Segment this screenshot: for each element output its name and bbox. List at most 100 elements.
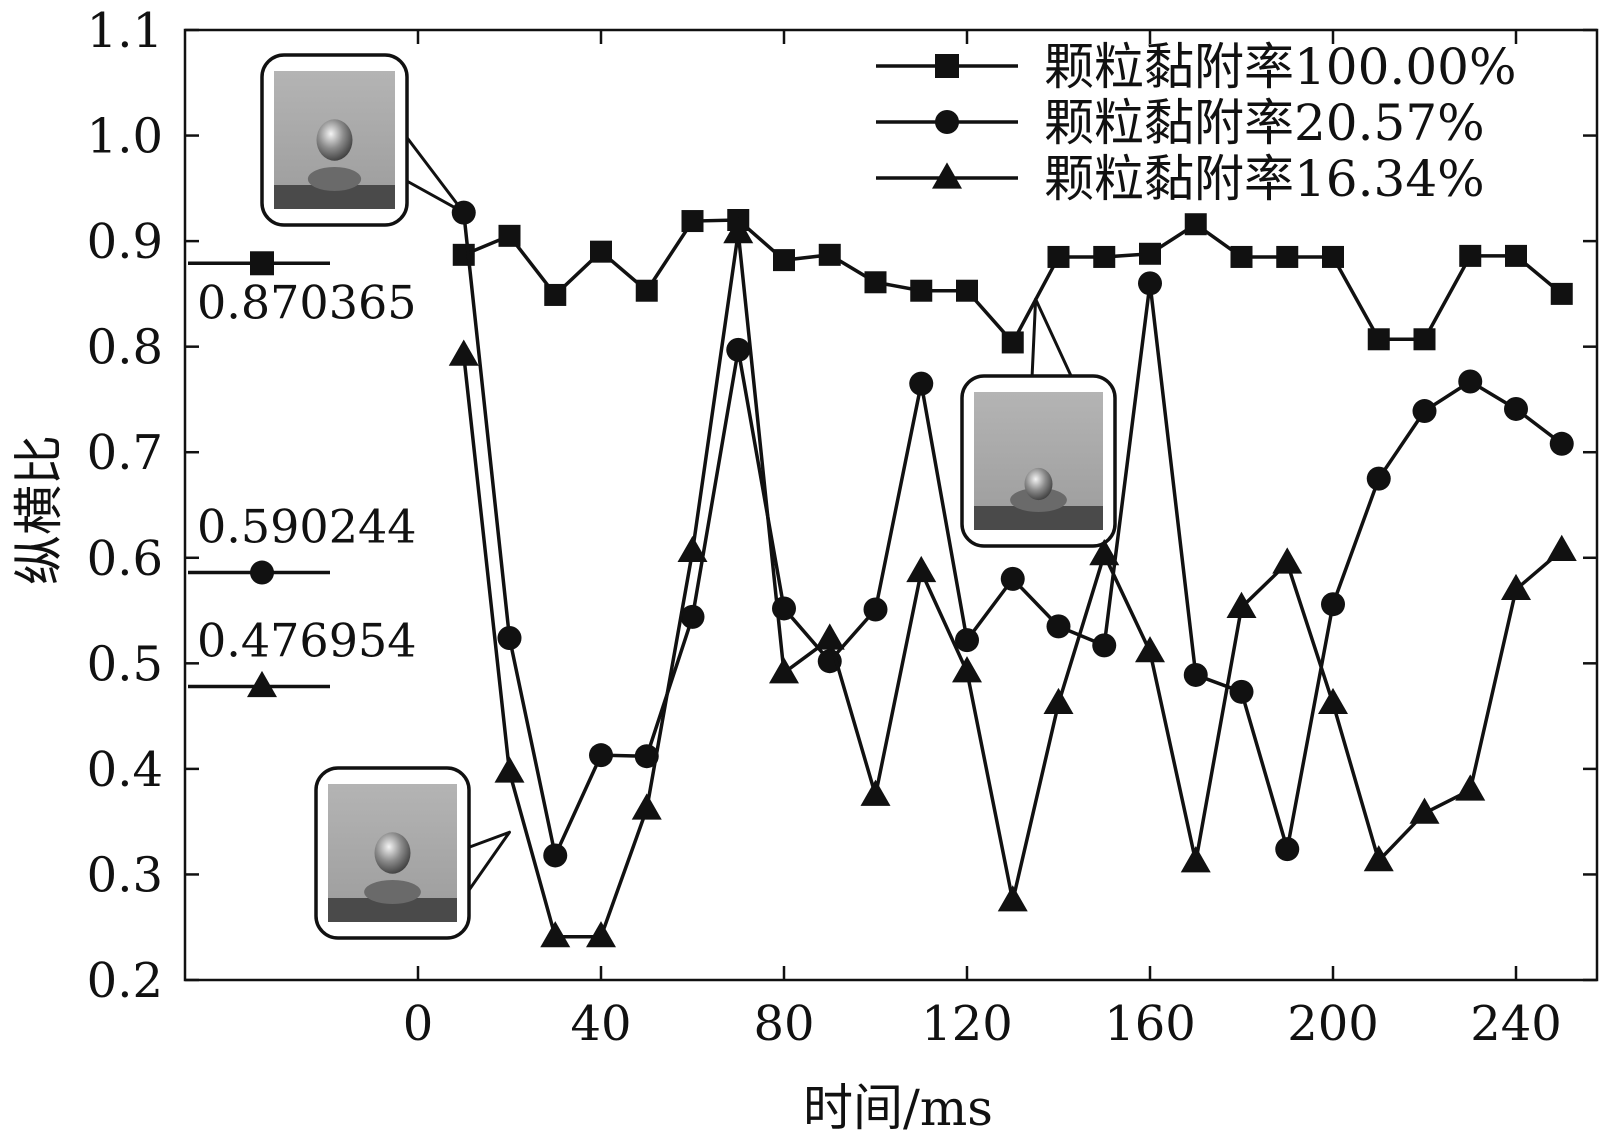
data-point — [543, 843, 568, 868]
photo-mound — [364, 880, 421, 904]
series-line — [463, 218, 1563, 346]
mean-marker: 0.476954 — [188, 614, 417, 698]
mean-markers: 0.870365 0.590244 0.476954 — [188, 251, 417, 698]
legend: 颗粒黏附率100.00%颗粒黏附率20.57%颗粒黏附率16.34% — [876, 38, 1516, 208]
data-point — [773, 249, 795, 272]
y-axis-title: 纵横比 — [10, 435, 68, 585]
data-point — [1047, 245, 1070, 268]
data-point — [498, 224, 521, 247]
data-point — [1458, 369, 1483, 394]
data-point — [1321, 592, 1345, 617]
y-tick-label: 0.2 — [87, 953, 163, 1009]
data-point — [814, 623, 845, 650]
data-point — [1501, 573, 1531, 601]
y-tick-label: 0.4 — [87, 742, 163, 798]
mean-point — [250, 560, 274, 585]
callout-pointer — [465, 830, 511, 895]
data-point — [1001, 331, 1024, 354]
data-point — [1184, 213, 1207, 236]
legend-item: 颗粒黏附率100.00% — [876, 38, 1516, 96]
plot-frame — [183, 28, 1599, 982]
data-point — [680, 604, 705, 629]
data-point — [677, 535, 708, 563]
inset-photo — [960, 297, 1117, 548]
data-point — [1043, 687, 1074, 715]
data-point — [1363, 845, 1394, 872]
mean-marker: 0.870365 — [188, 251, 417, 329]
mean-marker: 0.590244 — [188, 500, 417, 585]
data-point — [590, 240, 612, 263]
x-tick-label: 120 — [921, 996, 1013, 1052]
data-point — [1550, 282, 1573, 305]
y-tick-label: 0.5 — [87, 636, 163, 692]
x-axis-title: 时间/ms — [803, 1079, 993, 1137]
droplet — [316, 119, 353, 161]
legend-label: 颗粒黏附率100.00% — [1044, 38, 1516, 96]
droplet — [1024, 467, 1053, 501]
x-tick-label: 0 — [403, 996, 434, 1052]
data-point — [1546, 534, 1577, 561]
data-point — [586, 921, 616, 948]
mean-label: 0.870365 — [197, 275, 417, 329]
data-point — [631, 793, 662, 820]
data-point — [1409, 797, 1440, 824]
data-point — [1367, 328, 1390, 351]
inset-photos — [260, 53, 1117, 940]
callout-pointer — [403, 133, 466, 215]
data-point — [1459, 244, 1482, 267]
data-point — [1226, 591, 1257, 618]
data-point — [540, 921, 571, 948]
x-tick-label: 80 — [753, 996, 814, 1052]
data-point — [910, 279, 933, 302]
callout-pointer — [1030, 297, 1074, 380]
droplet — [374, 832, 411, 874]
data-point — [1089, 538, 1120, 566]
series-circle — [451, 200, 1574, 868]
y-tick-label: 0.3 — [87, 847, 163, 903]
data-point — [1272, 547, 1303, 574]
data-point — [681, 210, 704, 233]
data-point — [863, 597, 888, 622]
data-point — [860, 779, 891, 806]
mean-point — [250, 251, 274, 276]
legend-marker — [935, 54, 959, 78]
data-point — [1138, 271, 1162, 296]
y-axis: 0.2 0.3 0.4 0.5 0.6 0.7 0.8 0.9 1.0 1.1 — [87, 3, 1597, 1009]
x-tick-label: 160 — [1104, 996, 1196, 1052]
data-point — [909, 371, 934, 396]
x-tick-label: 200 — [1287, 996, 1379, 1052]
data-point — [1275, 837, 1300, 862]
series-layer — [448, 200, 1577, 948]
y-tick-label: 0.7 — [87, 425, 163, 481]
data-point — [726, 337, 751, 362]
data-point — [1318, 687, 1348, 715]
data-point — [1276, 245, 1299, 268]
photo-mound — [307, 167, 362, 191]
legend-item: 颗粒黏附率16.34% — [876, 150, 1485, 208]
data-point — [1229, 679, 1254, 704]
data-point — [634, 744, 659, 769]
inset-photo — [314, 766, 511, 940]
data-point — [1093, 245, 1116, 268]
data-point — [497, 626, 522, 650]
data-point — [451, 200, 476, 225]
data-point — [818, 243, 841, 266]
legend-marker — [932, 162, 962, 189]
y-tick-label: 0.6 — [87, 531, 163, 587]
x-axis: 0 40 80 120 160 200 240 — [403, 30, 1562, 1052]
legend-label: 颗粒黏附率16.34% — [1044, 150, 1485, 208]
data-point — [1000, 566, 1025, 591]
data-point — [906, 555, 937, 583]
y-tick-label: 0.9 — [87, 214, 163, 270]
data-point — [544, 283, 567, 306]
mean-label: 0.476954 — [197, 614, 417, 668]
data-point — [769, 657, 799, 684]
legend-item: 颗粒黏附率20.57% — [876, 94, 1485, 152]
data-point — [1412, 399, 1437, 424]
data-point — [952, 656, 982, 683]
data-point — [1504, 396, 1528, 421]
y-tick-label: 0.8 — [87, 320, 163, 376]
legend-label: 颗粒黏附率20.57% — [1044, 94, 1485, 152]
data-point — [1505, 244, 1527, 267]
data-point — [1092, 633, 1117, 658]
